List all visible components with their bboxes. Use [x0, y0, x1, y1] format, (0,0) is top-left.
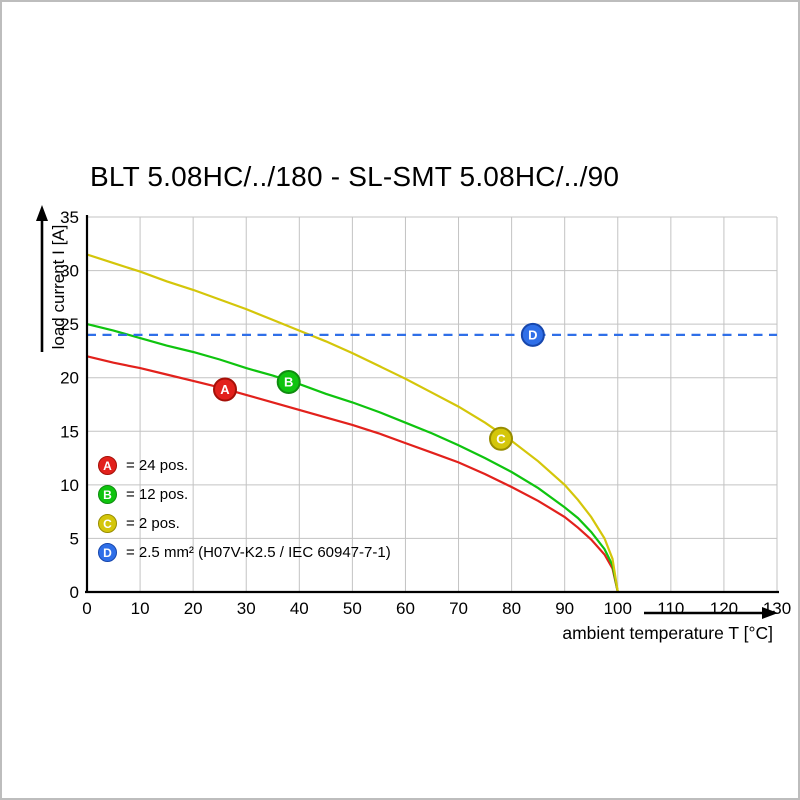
legend: A = 24 pos. B = 12 pos. C = 2 pos. D = 2…	[98, 451, 391, 567]
marker-a	[213, 377, 237, 402]
x-tick-label: 70	[449, 599, 468, 618]
x-tick-label: 100	[604, 599, 632, 618]
x-tick-label: 20	[184, 599, 203, 618]
curve-c	[86, 253, 619, 593]
x-axis-label: ambient temperature T [°C]	[562, 623, 773, 643]
marker-d	[520, 322, 545, 347]
x-tick-label: 0	[82, 599, 91, 618]
axis-tick-labels: 0 10 20 30 40 50 60 70 80 90 100 110 120 130 0 5 10 15 20 2…	[60, 208, 791, 618]
y-tick-label: 5	[70, 529, 79, 548]
marker-c	[489, 426, 513, 451]
legend-label-b: = 12 pos.	[126, 486, 189, 503]
curve-b	[86, 323, 619, 593]
y-tick-label: 0	[70, 583, 79, 602]
legend-marker-d: D	[98, 543, 117, 562]
legend-marker-b: B	[98, 485, 117, 504]
y-tick-label: 15	[60, 422, 79, 441]
x-tick-label: 40	[290, 599, 309, 618]
grid-lines	[87, 216, 778, 592]
marker-letter-a: A	[220, 382, 230, 397]
x-tick-label: 50	[343, 599, 362, 618]
legend-item-a: A = 24 pos.	[98, 451, 391, 480]
x-tick-label: 120	[710, 599, 738, 618]
marker-letter-c: C	[496, 431, 506, 446]
x-tick-label: 90	[555, 599, 574, 618]
y-tick-label: 10	[60, 476, 79, 495]
y-tick-label: 20	[60, 369, 79, 388]
series-curves	[86, 253, 777, 593]
legend-marker-c: C	[98, 514, 117, 533]
legend-label-d: = 2.5 mm² (H07V-K2.5 / IEC 60947-7-1)	[126, 544, 391, 561]
legend-item-b: B = 12 pos.	[98, 480, 391, 509]
y-tick-label: 25	[60, 315, 79, 334]
legend-marker-a: A	[98, 456, 117, 475]
legend-label-a: = 24 pos.	[126, 457, 189, 474]
marker-letter-b: B	[284, 375, 293, 390]
curve-markers: A B C D	[213, 322, 545, 451]
legend-item-c: C = 2 pos.	[98, 509, 391, 538]
x-tick-label: 80	[502, 599, 521, 618]
y-tick-label: 30	[60, 262, 79, 281]
legend-label-c: = 2 pos.	[126, 515, 180, 532]
x-axis-arrow	[644, 607, 778, 619]
curve-a	[86, 355, 619, 593]
x-tick-label: 30	[237, 599, 256, 618]
x-tick-label: 130	[763, 599, 791, 618]
marker-b	[276, 370, 301, 394]
y-axis-arrow	[36, 205, 48, 352]
y-tick-label: 35	[60, 208, 79, 227]
x-tick-label: 10	[131, 599, 150, 618]
x-tick-label: 60	[396, 599, 415, 618]
marker-letter-d: D	[528, 327, 537, 342]
chart-title: BLT 5.08HC/../180 - SL-SMT 5.08HC/../90	[90, 161, 620, 192]
legend-item-d: D = 2.5 mm² (H07V-K2.5 / IEC 60947-7-1)	[98, 538, 391, 567]
x-tick-label: 110	[657, 599, 684, 618]
